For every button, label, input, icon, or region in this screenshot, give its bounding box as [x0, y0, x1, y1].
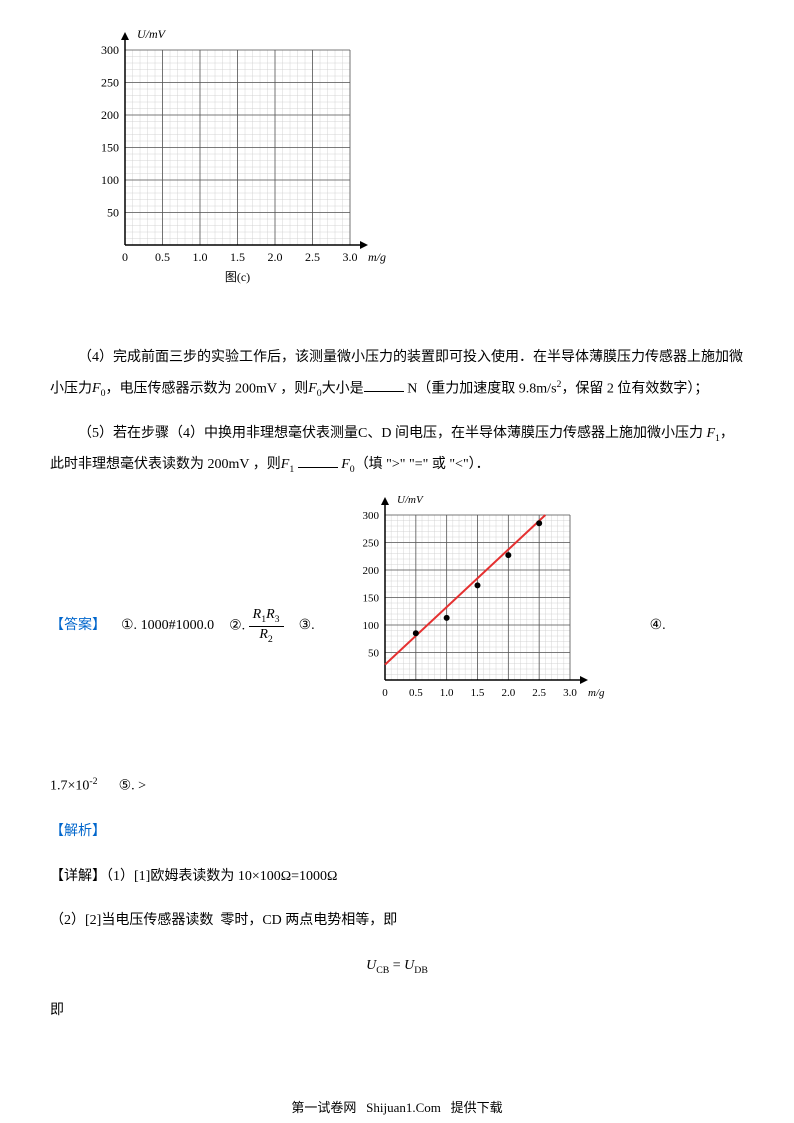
- question-5: （5）若在步骤（4）中换用非理想毫伏表测量C、D 间电压，在半导体薄膜压力传感器…: [50, 419, 744, 481]
- svg-text:50: 50: [107, 206, 119, 220]
- svg-text:1.0: 1.0: [193, 250, 208, 264]
- svg-text:300: 300: [101, 43, 119, 57]
- svg-text:1.0: 1.0: [439, 687, 453, 699]
- svg-text:3.0: 3.0: [563, 687, 577, 699]
- svg-text:100: 100: [362, 620, 379, 632]
- svg-text:m/g: m/g: [368, 250, 386, 264]
- answer-continued: 1.7×10-2 ⑤. >: [50, 771, 744, 802]
- svg-text:0: 0: [122, 250, 128, 264]
- svg-text:0.5: 0.5: [409, 687, 423, 699]
- svg-text:300: 300: [362, 510, 379, 522]
- chart-c-answer: 50 100 150 200 250 300 0 0.5 1.0 1.5 2.0 2.5 3.0 U/mV…: [340, 495, 640, 758]
- answer-row: 【答案】 ①. 1000#1000.0 ②. R1R3 R2 ③. 501001…: [50, 495, 744, 758]
- equation-ucb-udb: UCB = UDB: [50, 951, 744, 982]
- blank-compare: [298, 453, 338, 468]
- jiexi-label: 【解析】: [50, 817, 744, 848]
- svg-text:0.5: 0.5: [155, 250, 170, 264]
- svg-text:2.5: 2.5: [305, 250, 320, 264]
- blank-f0: [364, 377, 404, 392]
- svg-text:1.5: 1.5: [230, 250, 245, 264]
- svg-text:2.0: 2.0: [268, 250, 283, 264]
- svg-text:m/g: m/g: [588, 687, 605, 699]
- svg-text:U/mV: U/mV: [397, 495, 424, 506]
- svg-text:图(c): 图(c): [225, 270, 250, 284]
- svg-text:2.0: 2.0: [501, 687, 515, 699]
- svg-text:50: 50: [368, 647, 380, 659]
- question-4: （4）完成前面三步的实验工作后，该测量微小压力的装置即可投入使用．在半导体薄膜压…: [50, 343, 744, 405]
- svg-text:0: 0: [382, 687, 388, 699]
- svg-text:200: 200: [101, 108, 119, 122]
- answer-fraction: R1R3 R2: [249, 607, 284, 645]
- detail-1: 【详解】（1）[1]欧姆表读数为 10×100Ω=1000Ω: [50, 862, 744, 893]
- svg-text:3.0: 3.0: [343, 250, 358, 264]
- page-footer: 第一试卷网 Shijuan1.Com 提供下载: [0, 1099, 794, 1117]
- svg-text:250: 250: [362, 537, 379, 549]
- detail-ji: 即: [50, 996, 744, 1027]
- chart-c-blank: 50 100 150 200 250 300 0 0.5 1.0 1.5 2.0 2.5 3.0 U/mV…: [80, 30, 744, 323]
- svg-text:150: 150: [362, 592, 379, 604]
- svg-text:200: 200: [362, 565, 379, 577]
- svg-text:U/mV: U/mV: [137, 30, 167, 41]
- answer-label: 【答案】: [50, 611, 106, 642]
- svg-text:1.5: 1.5: [470, 687, 484, 699]
- svg-text:150: 150: [101, 141, 119, 155]
- svg-text:2.5: 2.5: [532, 687, 546, 699]
- svg-text:100: 100: [101, 173, 119, 187]
- detail-2: （2）[2]当电压传感器读数 零时，CD 两点电势相等，即: [50, 906, 744, 937]
- svg-text:250: 250: [101, 76, 119, 90]
